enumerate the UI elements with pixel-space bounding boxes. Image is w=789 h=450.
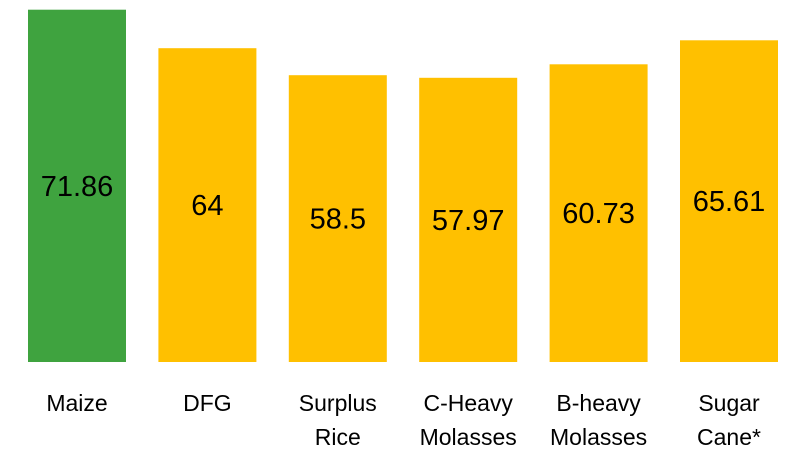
category-label-5-line-1: Cane* (697, 424, 761, 450)
category-label-2-line-1: Rice (315, 424, 361, 450)
category-label-3: C-Heavy Molasses (420, 390, 517, 450)
category-label-1-line-0: DFG (183, 390, 232, 416)
category-label-0-line-0: Maize (46, 390, 107, 416)
category-label-4-line-0: B-heavy (556, 390, 641, 416)
category-label-2-line-0: Surplus (299, 390, 377, 416)
category-label-2: Surplus Rice (299, 390, 377, 450)
bar-2 (288, 75, 387, 362)
category-label-1: DFG (183, 390, 232, 416)
bar-1 (158, 48, 257, 362)
category-label-5-line-0: Sugar (698, 390, 760, 416)
category-label-4: B-heavy Molasses (550, 390, 647, 450)
bars-group (28, 9, 778, 363)
value-label-2: 58.5 (310, 204, 366, 236)
value-label-1: 64 (191, 190, 223, 222)
category-label-3-line-0: C-Heavy (423, 390, 513, 416)
value-labels-group: 71.86 64 58.5 57.97 60.73 65.61 (41, 171, 766, 237)
bar-4 (549, 64, 648, 363)
bar-3 (419, 77, 518, 363)
bar-0 (28, 9, 126, 362)
category-label-5: Sugar Cane* (697, 390, 761, 450)
category-label-0: Maize (46, 390, 107, 416)
value-label-3: 57.97 (432, 205, 505, 237)
category-label-4-line-1: Molasses (550, 424, 647, 450)
value-label-0: 71.86 (41, 171, 114, 203)
category-label-3-line-1: Molasses (420, 424, 517, 450)
value-label-4: 60.73 (562, 198, 635, 230)
value-label-5: 65.61 (693, 186, 766, 218)
bar-5 (680, 40, 778, 363)
